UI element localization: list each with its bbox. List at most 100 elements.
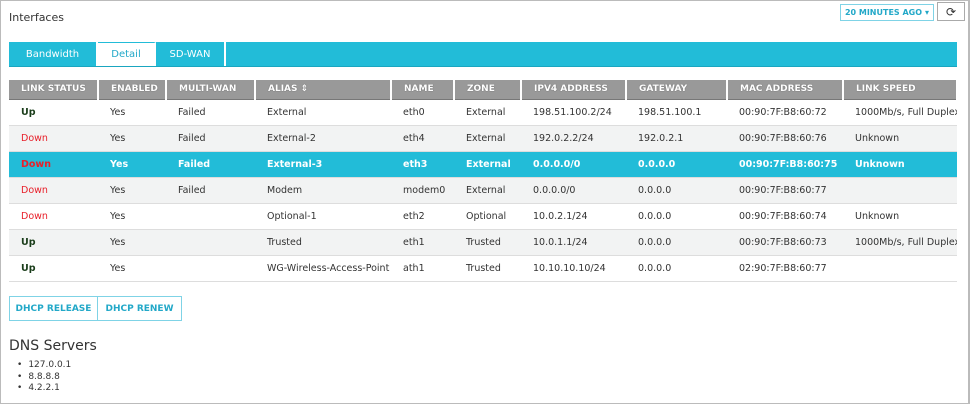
table-row[interactable]: Up Yes Failed External eth0 External 198.51.10… — [9, 99, 957, 126]
dns-server-item: 127.0.0.1 — [17, 360, 71, 372]
column-header[interactable]: GATEWAY — [626, 80, 728, 100]
table-cell: eth0 — [391, 99, 454, 126]
table-cell: Failed — [166, 125, 255, 152]
column-header-label: NAME — [404, 84, 434, 95]
table-cell: External — [454, 125, 521, 152]
column-header[interactable]: LINK SPEED — [843, 80, 958, 100]
column-header-label: IPV4 ADDRESS — [534, 84, 608, 95]
link-status: Up — [9, 229, 98, 256]
table-cell: Optional-1 — [255, 203, 391, 230]
table-cell — [166, 229, 255, 256]
table-cell — [843, 177, 957, 204]
dns-server-item: 4.2.2.1 — [17, 383, 71, 395]
time-range-label: 20 MINUTES AGO — [844, 8, 923, 17]
refresh-button[interactable]: ⟳ — [937, 2, 965, 21]
table-cell: eth4 — [391, 125, 454, 152]
table-cell: Yes — [98, 125, 166, 152]
table-cell: 0.0.0.0 — [626, 151, 727, 178]
column-header-label: MULTI-WAN — [179, 84, 237, 95]
column-header-label: LINK STATUS — [21, 84, 86, 95]
column-header-label: ENABLED — [111, 84, 158, 95]
interfaces-table: LINK STATUS ENABLED MULTI-WAN ALIAS ⇕ NAME ZO… — [9, 80, 958, 282]
table-cell: Unknown — [843, 203, 957, 230]
table-cell: 0.0.0.0/0 — [521, 151, 626, 178]
table-cell: Yes — [98, 203, 166, 230]
column-header[interactable]: MULTI-WAN — [166, 80, 256, 100]
table-cell: External-3 — [255, 151, 391, 178]
dns-server-item: 8.8.8.8 — [17, 372, 71, 384]
dhcp-renew-button[interactable]: DHCP RENEW — [98, 296, 182, 321]
column-header[interactable]: LINK STATUS — [9, 80, 99, 100]
tab-bandwidth[interactable]: Bandwidth — [9, 42, 98, 66]
table-cell: Trusted — [454, 229, 521, 256]
table-cell: 02:90:7F:B8:60:77 — [727, 255, 843, 282]
dns-server-list: 127.0.0.18.8.8.84.2.2.1 — [17, 360, 71, 395]
table-cell: 1000Mb/s, Full Duplex — [843, 229, 957, 256]
link-status: Down — [9, 151, 98, 178]
table-cell: 0.0.0.0/0 — [521, 177, 626, 204]
table-cell: 0.0.0.0 — [626, 203, 727, 230]
table-cell: Unknown — [843, 125, 957, 152]
table-cell: Failed — [166, 99, 255, 126]
table-row[interactable]: Up Yes WG-Wireless-Access-Point ath1 Trusted… — [9, 255, 957, 282]
table-cell: 10.10.10.10/24 — [521, 255, 626, 282]
refresh-icon: ⟳ — [945, 4, 957, 19]
tab-detail[interactable]: Detail — [98, 42, 156, 66]
dhcp-release-button[interactable]: DHCP RELEASE — [9, 296, 98, 321]
table-cell: eth2 — [391, 203, 454, 230]
link-status: Up — [9, 255, 98, 282]
column-header[interactable]: ENABLED — [98, 80, 167, 100]
table-cell: modem0 — [391, 177, 454, 204]
table-cell: Yes — [98, 255, 166, 282]
table-cell: Optional — [454, 203, 521, 230]
column-header-label: MAC ADDRESS — [740, 84, 814, 95]
table-cell: eth1 — [391, 229, 454, 256]
link-status: Down — [9, 203, 98, 230]
table-cell: 10.0.1.1/24 — [521, 229, 626, 256]
table-row[interactable]: Up Yes Trusted eth1 Trusted 10.0.1.1/24 0.0.0.… — [9, 229, 957, 256]
table-row[interactable]: Down Yes Failed External-2 eth4 External 192.0… — [9, 125, 957, 152]
table-cell: 00:90:7F:B8:60:74 — [727, 203, 843, 230]
table-cell: Yes — [98, 99, 166, 126]
column-header[interactable]: IPV4 ADDRESS — [521, 80, 627, 100]
table-cell: 198.51.100.1 — [626, 99, 727, 126]
table-cell — [166, 255, 255, 282]
tab-sd-wan[interactable]: SD-WAN — [156, 42, 226, 66]
link-status: Down — [9, 177, 98, 204]
table-cell: External — [454, 99, 521, 126]
column-header-label: ALIAS — [268, 84, 298, 95]
link-status: Up — [9, 99, 98, 126]
table-row[interactable]: Down Yes Failed Modem modem0 External 0.0.0.0/… — [9, 177, 957, 204]
column-header[interactable]: ALIAS ⇕ — [255, 80, 392, 100]
table-row[interactable]: Down Yes Optional-1 eth2 Optional 10.0.2.1/24… — [9, 203, 957, 230]
table-cell: 00:90:7F:B8:60:72 — [727, 99, 843, 126]
table-cell: External — [255, 99, 391, 126]
table-cell: Unknown — [843, 151, 957, 178]
table-cell: External — [454, 151, 521, 178]
table-row[interactable]: Down Yes Failed External-3 eth3 External 0.0.0… — [9, 151, 957, 178]
table-cell: 00:90:7F:B8:60:75 — [727, 151, 843, 178]
table-cell: 0.0.0.0 — [626, 255, 727, 282]
table-cell: Trusted — [255, 229, 391, 256]
table-cell: 192.0.2.1 — [626, 125, 727, 152]
table-cell: Trusted — [454, 255, 521, 282]
table-cell: Yes — [98, 229, 166, 256]
time-range-dropdown[interactable]: 20 MINUTES AGO ▾ — [840, 4, 934, 21]
caret-down-icon: ▾ — [925, 8, 930, 17]
link-status: Down — [9, 125, 98, 152]
sort-icon[interactable]: ⇕ — [297, 84, 309, 95]
table-cell: 00:90:7F:B8:60:77 — [727, 177, 843, 204]
page-title: Interfaces — [9, 11, 64, 24]
table-cell: External-2 — [255, 125, 391, 152]
table-cell: eth3 — [391, 151, 454, 178]
tab-bar: Bandwidth Detail SD-WAN — [9, 42, 957, 67]
column-header[interactable]: ZONE — [454, 80, 522, 100]
table-cell: 00:90:7F:B8:60:73 — [727, 229, 843, 256]
table-cell: Modem — [255, 177, 391, 204]
column-header[interactable]: NAME — [391, 80, 455, 100]
column-header[interactable]: MAC ADDRESS — [727, 80, 844, 100]
table-cell: Yes — [98, 177, 166, 204]
table-cell: WG-Wireless-Access-Point — [255, 255, 391, 282]
table-cell: 0.0.0.0 — [626, 177, 727, 204]
table-cell: 198.51.100.2/24 — [521, 99, 626, 126]
